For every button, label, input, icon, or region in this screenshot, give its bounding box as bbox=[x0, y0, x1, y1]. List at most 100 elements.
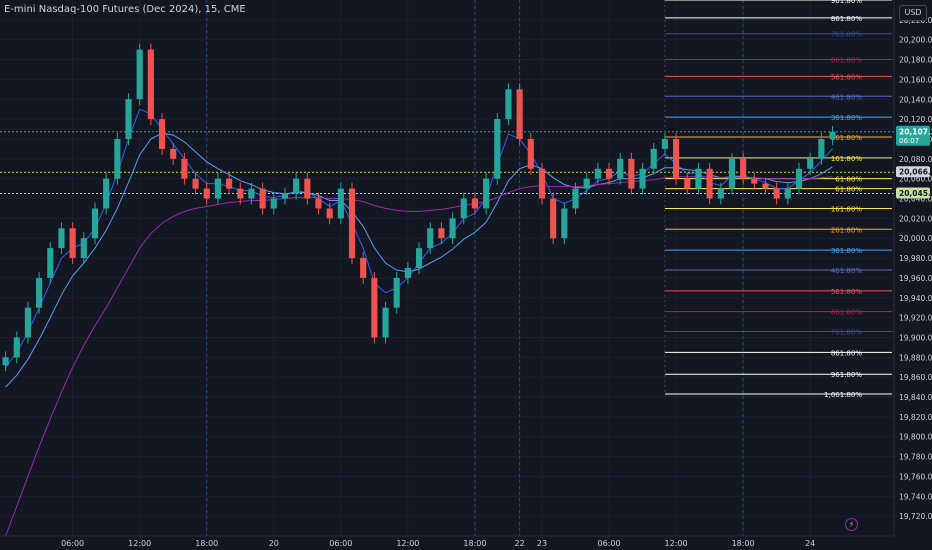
price-tick-label: 19,820.00 bbox=[899, 413, 932, 422]
candle-body bbox=[192, 178, 199, 189]
candle-body bbox=[24, 307, 32, 338]
candle-body bbox=[695, 168, 702, 189]
candle-body bbox=[181, 158, 188, 179]
candle-body bbox=[538, 168, 546, 199]
fib-level-label: 661.80% bbox=[831, 309, 862, 317]
fib-level-label: 261.80% bbox=[831, 134, 862, 142]
candle-body bbox=[829, 131, 836, 139]
candle-body bbox=[226, 178, 233, 189]
price-tick-label: 20,140.00 bbox=[899, 95, 932, 104]
price-tick-label: 19,760.00 bbox=[899, 472, 932, 481]
candle-body bbox=[516, 89, 523, 139]
candle-body bbox=[673, 138, 680, 179]
ma-slow-line bbox=[5, 176, 833, 537]
time-tick-label: 22 bbox=[515, 539, 525, 548]
candle-body bbox=[114, 138, 121, 179]
candle-body bbox=[36, 277, 43, 308]
candle-body bbox=[773, 188, 780, 199]
price-tick-label: 19,720.00 bbox=[899, 512, 932, 521]
fib-level-label: 61.80% bbox=[835, 186, 862, 194]
candle-body bbox=[706, 168, 713, 199]
candle-body bbox=[784, 188, 791, 199]
candle-body bbox=[170, 148, 177, 159]
candle-body bbox=[751, 178, 758, 184]
price-label-bg bbox=[896, 125, 930, 146]
candle-body bbox=[605, 168, 613, 179]
price-tick-label: 19,740.00 bbox=[899, 492, 932, 501]
fib-level-label: 261.80% bbox=[831, 226, 862, 234]
time-tick-label: 18:00 bbox=[463, 539, 486, 548]
price-tick-label: 19,960.00 bbox=[899, 274, 932, 283]
fibonacci-extension[interactable]: 961.80% 861.80% 761.80% 661.80% 561.80% 461.8… bbox=[664, 0, 892, 399]
candle-body bbox=[69, 228, 76, 259]
price-tick-label: 19,980.00 bbox=[899, 254, 932, 263]
candle-body bbox=[348, 188, 356, 259]
price-label-text: 20,107.25 bbox=[899, 127, 932, 136]
candle-body bbox=[259, 188, 266, 209]
candle-body bbox=[393, 277, 400, 308]
lightning-icon[interactable]: ⚡ bbox=[845, 518, 858, 531]
price-tick-label: 20,080.00 bbox=[899, 155, 932, 164]
candle-body bbox=[661, 138, 668, 149]
fib-level-label: 361.80% bbox=[831, 247, 862, 255]
price-tick-label: 19,840.00 bbox=[899, 393, 932, 402]
fib-level-label: 961.80% bbox=[831, 0, 862, 5]
candle-body bbox=[415, 248, 423, 268]
candle-body bbox=[80, 238, 87, 259]
price-tick-label: 19,860.00 bbox=[899, 373, 932, 382]
candle-body bbox=[438, 228, 445, 239]
time-axis-bg bbox=[0, 536, 932, 550]
candle-body bbox=[2, 357, 9, 366]
candle-body bbox=[125, 99, 132, 139]
time-tick-label: 12:00 bbox=[128, 539, 151, 548]
candle-body bbox=[449, 218, 456, 239]
fib-level-label: 861.80% bbox=[831, 15, 862, 23]
price-tick-label: 20,060.00 bbox=[899, 175, 932, 184]
candle-body bbox=[818, 138, 825, 159]
time-tick-label: 18:00 bbox=[195, 539, 218, 548]
fib-level-label: 961.80% bbox=[831, 371, 862, 379]
candle-body bbox=[203, 188, 210, 199]
time-tick-label: 06:00 bbox=[61, 539, 84, 548]
time-tick-label: 20 bbox=[269, 539, 279, 548]
time-tick-label: 23 bbox=[537, 539, 547, 548]
price-label-text: 20,066.50 bbox=[899, 168, 932, 177]
candle-body bbox=[158, 119, 166, 149]
candle-body bbox=[594, 168, 601, 179]
chart-title: E-mini Nasdaq-100 Futures (Dec 2024), 15… bbox=[4, 4, 246, 15]
candle-body bbox=[237, 188, 244, 199]
candle-body bbox=[684, 178, 691, 189]
fib-level-label: 861.80% bbox=[831, 349, 862, 357]
price-label-bg bbox=[896, 187, 930, 199]
fib-level-label: 661.80% bbox=[831, 57, 862, 65]
price-tick-label: 20,040.00 bbox=[899, 195, 932, 204]
candle-body bbox=[527, 138, 534, 169]
fib-level-label: 761.80% bbox=[831, 31, 862, 39]
candle-body bbox=[483, 178, 490, 209]
candle-body bbox=[13, 337, 20, 358]
price-labels: 20,107.2506:07 20,066.50 20,045.00 bbox=[896, 125, 932, 199]
candle-body bbox=[47, 248, 54, 278]
fib-level-label: 761.80% bbox=[831, 329, 862, 337]
candle-body bbox=[471, 198, 479, 209]
candle-body bbox=[214, 178, 221, 199]
time-tick-label: 12:00 bbox=[396, 539, 419, 548]
candle-body bbox=[315, 198, 322, 209]
currency-button[interactable]: USD bbox=[899, 5, 927, 21]
candle-body bbox=[795, 168, 803, 189]
price-tick-label: 19,780.00 bbox=[899, 453, 932, 462]
fib-level-label: 561.80% bbox=[831, 288, 862, 296]
candle-body bbox=[293, 178, 300, 194]
candle-body bbox=[728, 158, 736, 189]
candle-body bbox=[561, 208, 568, 239]
price-tick-label: 20,120.00 bbox=[899, 115, 932, 124]
candle-body bbox=[136, 49, 143, 100]
candle-body bbox=[371, 277, 378, 338]
candle-body bbox=[807, 158, 814, 169]
price-tick-label: 19,920.00 bbox=[899, 314, 932, 323]
candle-body bbox=[717, 188, 724, 199]
price-label-bg bbox=[896, 166, 930, 178]
candle-body bbox=[494, 119, 501, 179]
